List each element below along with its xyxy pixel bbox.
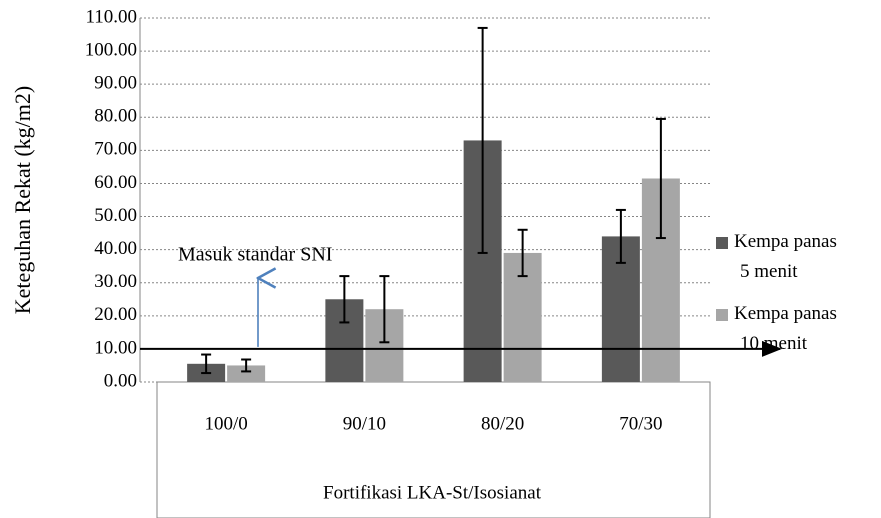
legend-line: Kempa panas [734,303,837,324]
y-tick-label: 50.00 [94,205,137,226]
annotation: Masuk standar SNI [178,244,332,266]
y-tick-label: 30.00 [94,271,137,292]
error-bar [339,275,350,324]
legend-swatch [716,237,728,249]
x-axis-title: Fortifikasi LKA-St/Isosianat [323,482,542,503]
y-tick-label: 70.00 [94,139,137,160]
legend-label: Kempa panas 10 menit [734,303,837,354]
y-tick-label: 60.00 [94,172,137,193]
y-tick-label: 100.00 [85,39,137,60]
y-tick-label: 110.00 [85,6,137,27]
legend-swatch [716,309,728,321]
y-tick-label: 80.00 [94,106,137,127]
legend-label: Kempa panas 5 menit [734,231,837,282]
x-tick-label: 80/20 [481,413,524,434]
y-tick-label: 20.00 [94,304,137,325]
legend-line: Kempa panas [734,231,837,252]
error-bar [477,26,488,254]
error-bar [241,358,252,373]
y-tick-label: 40.00 [94,238,137,259]
y-tick-label: 0.00 [104,370,137,391]
legend-line: 10 menit [740,333,808,354]
error-bar [655,117,666,240]
x-tick-label: 70/30 [619,413,662,434]
y-axis-title: Keteguhan Rekat (kg/m2) [10,86,35,315]
x-tick-label: 90/10 [343,413,386,434]
bar [227,365,266,382]
y-tick-label: 10.00 [94,337,137,358]
legend-line: 5 menit [740,261,798,282]
x-tick-label: 100/0 [204,413,247,434]
error-bar [615,208,626,264]
y-tick-label: 90.00 [94,73,137,94]
error-bar [201,353,212,375]
error-bar [379,275,390,344]
error-bar [517,228,528,278]
